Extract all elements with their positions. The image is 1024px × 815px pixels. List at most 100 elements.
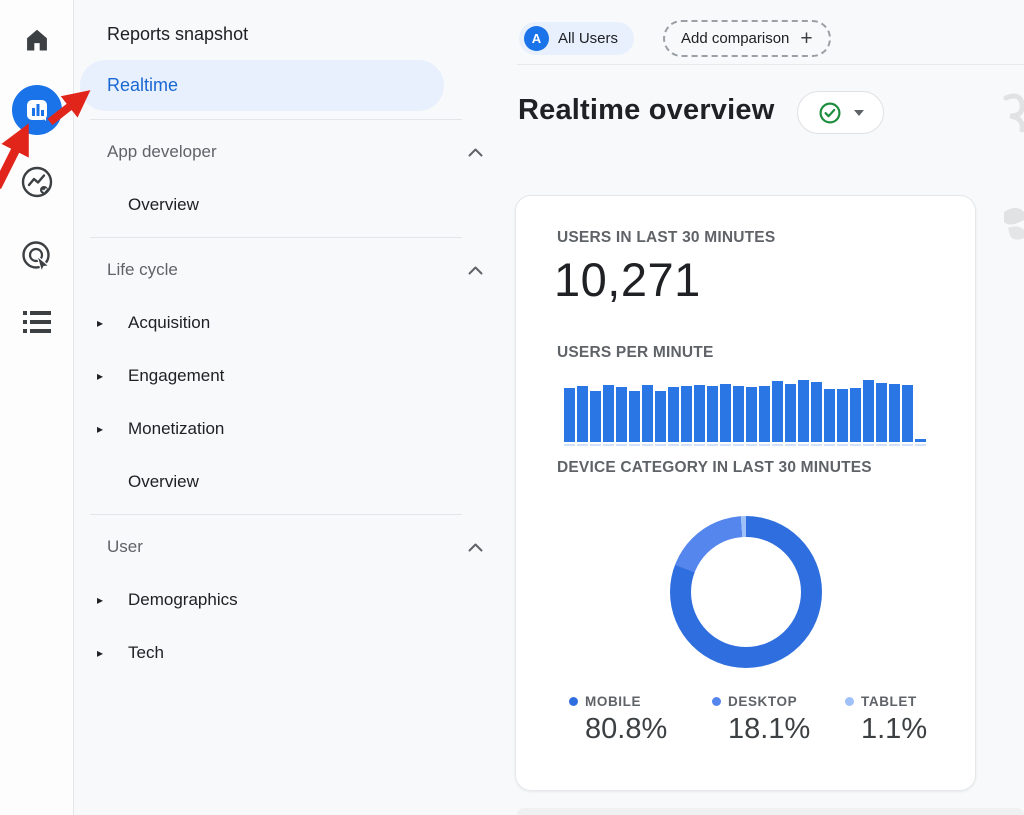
nav-rail-item-reports[interactable] [0, 84, 74, 136]
tick [759, 444, 770, 446]
home-icon [27, 29, 47, 51]
tick [733, 444, 744, 446]
tick [694, 444, 705, 446]
bar [616, 387, 627, 442]
expand-arrow-icon[interactable]: ▸ [97, 421, 104, 436]
nav-rail-item-home[interactable] [0, 18, 74, 62]
tick [590, 444, 601, 446]
sidebar-divider [90, 119, 462, 120]
sidebar-item-acquisition[interactable]: ▸ Acquisition [74, 296, 505, 349]
bar [590, 391, 601, 442]
device-category-label: DEVICE CATEGORY IN LAST 30 MINUTES [557, 459, 872, 476]
legend-value: 18.1% [728, 713, 811, 745]
chevron-up-icon [468, 543, 483, 551]
section-header-label: Life cycle [107, 260, 178, 279]
tick [772, 444, 783, 446]
expand-arrow-icon[interactable]: ▸ [97, 368, 104, 383]
tick [681, 444, 692, 446]
bar [798, 380, 809, 442]
bar [837, 389, 848, 442]
tick [668, 444, 679, 446]
tick [655, 444, 666, 446]
tick [577, 444, 588, 446]
add-comparison-label: Add comparison [681, 30, 790, 47]
cropped-right-panel-icon-top[interactable] [1002, 90, 1024, 146]
all-users-chip[interactable]: A All Users [519, 22, 635, 55]
tick [785, 444, 796, 446]
nav-rail-item-explore[interactable] [0, 160, 74, 204]
tick [902, 444, 913, 446]
bar [824, 389, 835, 442]
avatar: A [524, 26, 549, 51]
tick [811, 444, 822, 446]
users-per-minute-label: USERS PER MINUTE [557, 344, 714, 361]
tick [863, 444, 874, 446]
legend-label: MOBILE [585, 694, 642, 709]
legend-dot-icon [712, 697, 721, 706]
legend-value: 1.1% [861, 713, 928, 745]
tick [915, 444, 926, 446]
legend-item-desktop: DESKTOP 18.1% [712, 694, 810, 746]
donut-hole [691, 537, 801, 647]
report-status-button[interactable] [797, 91, 884, 134]
sidebar-item-engagement[interactable]: ▸ Engagement [74, 349, 505, 402]
reports-icon [12, 85, 62, 135]
nav-rail-item-advertising[interactable] [0, 234, 74, 280]
tick [824, 444, 835, 446]
nav-rail-item-library[interactable] [0, 302, 74, 342]
sidebar-section-life-cycle[interactable]: Life cycle [74, 244, 505, 296]
users-per-minute-bar-chart [564, 379, 932, 442]
sidebar-item-overview[interactable]: Overview [74, 455, 505, 508]
chevron-down-icon [853, 109, 864, 116]
bar [785, 384, 796, 442]
bar [759, 386, 770, 442]
bar-chart-axis-ticks [564, 444, 932, 446]
chevron-up-icon [468, 266, 483, 274]
bar [720, 384, 731, 442]
cropped-right-panel-icon-bottom[interactable] [998, 202, 1024, 248]
tick [616, 444, 627, 446]
sidebar-item-label: Overview [128, 471, 199, 491]
library-icon [23, 311, 51, 333]
tick [603, 444, 614, 446]
sidebar-item-reports-snapshot[interactable]: Reports snapshot [107, 23, 249, 44]
users-30min-label: USERS IN LAST 30 MINUTES [557, 229, 776, 246]
section-header-label: App developer [107, 142, 217, 161]
bar [577, 386, 588, 442]
bar [694, 385, 705, 442]
report-nav-sidebar: Reports snapshot Realtime App developer Ove… [74, 0, 505, 815]
header-divider [517, 64, 1024, 65]
bar [915, 439, 926, 442]
sidebar-item-overview[interactable]: Overview [74, 178, 505, 231]
bar [811, 382, 822, 442]
legend-dot-icon [845, 697, 854, 706]
legend-value: 80.8% [585, 713, 668, 745]
sidebar-section-app-developer[interactable]: App developer [74, 126, 505, 178]
tick [850, 444, 861, 446]
next-card-top-edge [517, 808, 1024, 815]
expand-arrow-icon[interactable]: ▸ [97, 315, 104, 330]
add-comparison-button[interactable]: Add comparison + [663, 20, 831, 57]
sidebar-item-tech[interactable]: ▸ Tech [74, 626, 505, 679]
tick [746, 444, 757, 446]
sidebar-item-realtime[interactable]: Realtime [80, 60, 444, 111]
page-title: Realtime overview [518, 94, 775, 126]
sidebar-section-user[interactable]: User [74, 521, 505, 573]
bar [603, 385, 614, 442]
legend-label: DESKTOP [728, 694, 798, 709]
realtime-overview-card: USERS IN LAST 30 MINUTES 10,271 USERS PE… [515, 195, 976, 791]
bar [902, 385, 913, 442]
sidebar-item-monetization[interactable]: ▸ Monetization [74, 402, 505, 455]
bar [876, 383, 887, 442]
sidebar-item-label: Demographics [128, 589, 238, 609]
bar [564, 388, 575, 442]
bar [655, 391, 666, 442]
expand-arrow-icon[interactable]: ▸ [97, 592, 104, 607]
bar [772, 381, 783, 442]
device-category-legend: MOBILE 80.8% DESKTOP 18.1% TABLET 1.1% [516, 694, 977, 764]
legend-item-mobile: MOBILE 80.8% [569, 694, 667, 746]
sidebar-item-demographics[interactable]: ▸ Demographics [74, 573, 505, 626]
sidebar-item-label: Monetization [128, 418, 225, 438]
sidebar-item-label: Acquisition [128, 312, 211, 332]
expand-arrow-icon[interactable]: ▸ [97, 645, 104, 660]
